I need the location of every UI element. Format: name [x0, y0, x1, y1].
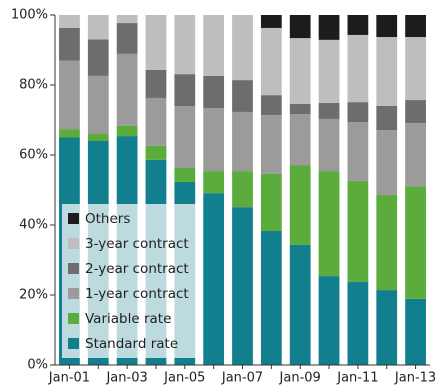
bar-segment — [405, 186, 426, 299]
bar-segment — [318, 39, 340, 103]
bar-segment — [116, 125, 138, 137]
bar-segment — [174, 15, 196, 75]
bar-segment — [289, 244, 311, 365]
bar-segment — [59, 129, 80, 138]
bar-segment — [347, 282, 369, 365]
bar-segment — [232, 207, 253, 365]
bar-segment — [59, 15, 80, 28]
bar-segment — [87, 75, 109, 134]
bar-segment — [174, 74, 196, 106]
bar-segment — [318, 102, 340, 119]
bar-segment — [318, 171, 340, 277]
legend-swatch — [68, 263, 79, 274]
y-tick-label: 80% — [19, 78, 48, 93]
bar-segment — [174, 106, 196, 168]
bar-segment — [116, 15, 138, 24]
bar-segment — [87, 134, 109, 141]
bar-segment — [318, 276, 340, 365]
bar-segment — [260, 230, 282, 365]
bar-segment — [289, 38, 311, 104]
x-tick-label: Jan-13 — [394, 371, 436, 385]
bar-segment — [203, 193, 225, 365]
x-tick-label: Jan-03 — [105, 371, 147, 385]
legend-swatch — [68, 213, 79, 224]
bar-segment — [347, 15, 369, 35]
bar-segment — [376, 37, 398, 106]
bar-segment — [376, 290, 398, 365]
bar-segment — [145, 69, 167, 98]
legend-label: Others — [85, 211, 130, 227]
x-tick-label: Jan-09 — [279, 371, 321, 385]
bar-segment — [116, 23, 138, 54]
bar-segment — [289, 103, 311, 115]
legend: Standard rate Variable rate 1-year contrac… — [62, 204, 198, 358]
bar-segment — [260, 15, 282, 28]
y-tick-label: 60% — [19, 148, 48, 163]
bar-segment — [232, 111, 253, 172]
bar-segment — [289, 165, 311, 245]
x-tick-label: Jan-07 — [221, 371, 263, 385]
legend-swatch — [68, 338, 79, 349]
bar-segment — [145, 145, 167, 160]
bar-segment — [145, 15, 167, 70]
bar-segment — [232, 80, 253, 112]
legend-swatch — [68, 313, 79, 324]
bar-segment — [203, 15, 225, 76]
bar-segment — [405, 123, 426, 187]
legend-label: Standard rate — [85, 336, 178, 352]
y-tick-label: 40% — [19, 218, 48, 233]
bar-segment — [260, 115, 282, 174]
bar-segment — [59, 60, 80, 130]
x-tick-label: Jan-11 — [336, 371, 378, 385]
bar-segment — [347, 34, 369, 103]
bar-segment — [347, 102, 369, 123]
bar-segment — [289, 15, 311, 39]
bar-segment — [376, 106, 398, 131]
bar-segment — [145, 97, 167, 146]
legend-swatch — [68, 238, 79, 249]
bar-segment — [376, 15, 398, 38]
legend-box — [62, 204, 198, 358]
y-tick-label: 20% — [19, 288, 48, 303]
bar-segment — [203, 171, 225, 194]
x-tick-label: Jan-05 — [163, 371, 205, 385]
bar-segment — [318, 118, 340, 172]
y-tick-label: 100% — [11, 8, 48, 23]
bar-segment — [232, 15, 253, 81]
bar-segment — [405, 37, 426, 101]
bar-segment — [87, 15, 109, 40]
legend-swatch — [68, 288, 79, 299]
bar-segment — [289, 114, 311, 166]
bar-segment — [116, 53, 138, 126]
bar-segment — [347, 122, 369, 181]
bar-segment — [376, 194, 398, 291]
bar-segment — [405, 100, 426, 124]
bar-segment — [260, 27, 282, 96]
bar-segment — [260, 173, 282, 231]
bar-segment — [232, 171, 253, 208]
bar-segment — [174, 167, 196, 182]
bar-segment — [347, 180, 369, 283]
legend-label: 1-year contract — [85, 286, 189, 302]
bar-segment — [405, 298, 426, 365]
bar-segment — [405, 15, 426, 38]
bar-segment — [87, 39, 109, 76]
bar-segment — [59, 27, 80, 61]
bar-segment — [260, 95, 282, 116]
bar-segment — [203, 75, 225, 109]
bar-segment — [203, 108, 225, 172]
legend-label: Variable rate — [85, 311, 171, 327]
legend-label: 3-year contract — [85, 236, 189, 252]
bar-segment — [318, 15, 340, 40]
x-tick-label: Jan-01 — [48, 371, 90, 385]
bar-segment — [376, 130, 398, 195]
y-tick-label: 0% — [27, 358, 48, 373]
legend-label: 2-year contract — [85, 261, 189, 277]
